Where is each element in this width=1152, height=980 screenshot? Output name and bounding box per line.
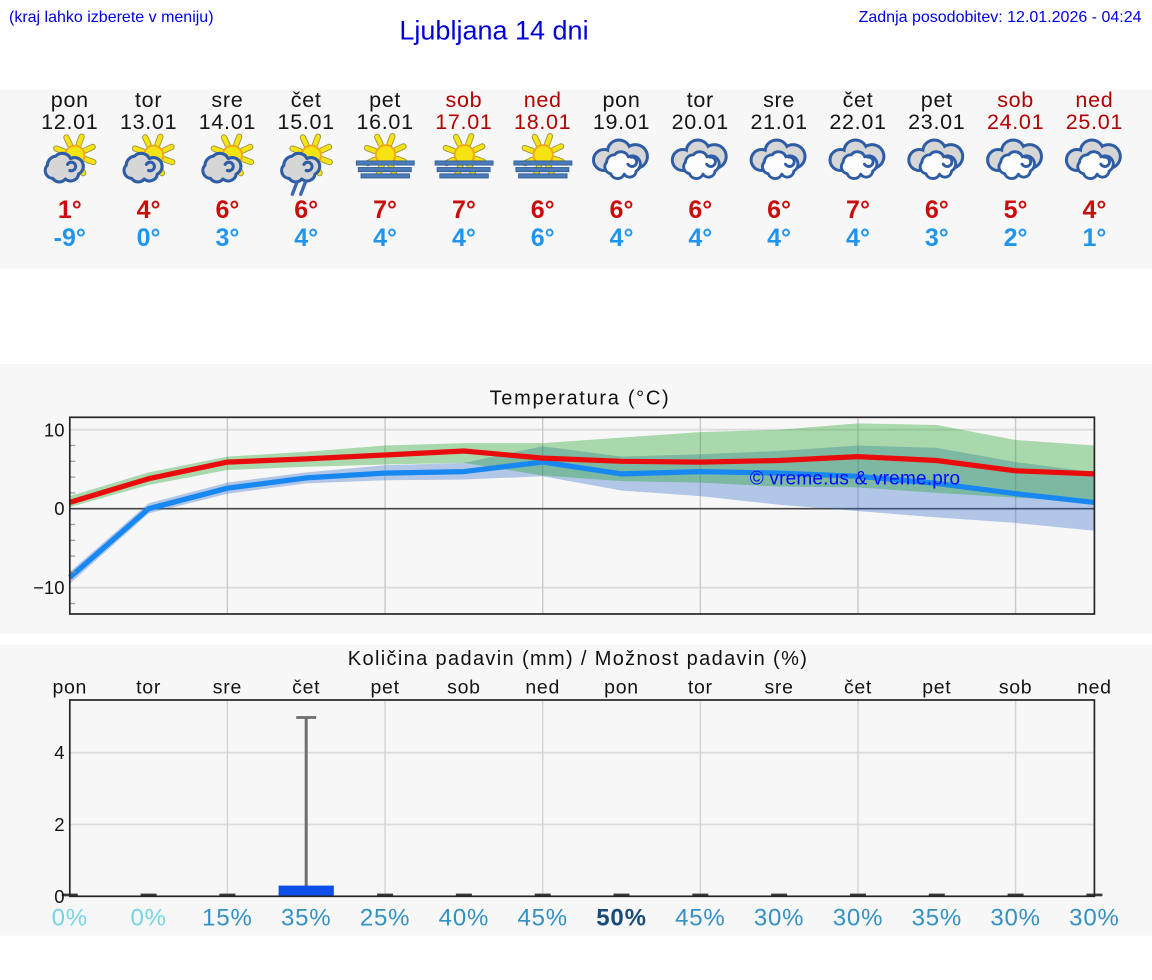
svg-text:4°: 4° bbox=[1082, 196, 1106, 224]
svg-text:7°: 7° bbox=[373, 196, 397, 224]
svg-text:15.01: 15.01 bbox=[278, 110, 335, 134]
svg-text:0°: 0° bbox=[137, 224, 161, 252]
svg-text:24.01: 24.01 bbox=[987, 110, 1044, 134]
svg-text:Zadnja posodobitev: 12.01.2026: Zadnja posodobitev: 12.01.2026 - 04:24 bbox=[859, 9, 1142, 26]
svg-text:45%: 45% bbox=[675, 905, 725, 932]
svg-text:12.01: 12.01 bbox=[41, 110, 98, 134]
svg-text:6°: 6° bbox=[294, 196, 318, 224]
svg-text:30%: 30% bbox=[833, 905, 883, 932]
svg-text:22.01: 22.01 bbox=[829, 110, 886, 134]
svg-text:pon: pon bbox=[52, 677, 87, 699]
svg-text:4°: 4° bbox=[767, 224, 791, 252]
svg-text:45%: 45% bbox=[517, 905, 567, 932]
svg-text:tor: tor bbox=[136, 677, 161, 699]
svg-text:20.01: 20.01 bbox=[672, 110, 729, 134]
svg-text:4°: 4° bbox=[688, 224, 712, 252]
svg-text:sob: sob bbox=[447, 677, 481, 699]
svg-text:16.01: 16.01 bbox=[356, 110, 413, 134]
svg-text:6°: 6° bbox=[925, 196, 949, 224]
svg-text:6°: 6° bbox=[688, 196, 712, 224]
svg-text:2: 2 bbox=[54, 814, 64, 835]
svg-text:−10: −10 bbox=[33, 577, 64, 598]
svg-text:4°: 4° bbox=[846, 224, 870, 252]
svg-text:pet: pet bbox=[921, 88, 953, 112]
svg-text:5°: 5° bbox=[1004, 196, 1028, 224]
svg-text:pet: pet bbox=[369, 88, 401, 112]
svg-text:4°: 4° bbox=[452, 224, 476, 252]
svg-text:4: 4 bbox=[54, 742, 64, 763]
svg-text:sre: sre bbox=[213, 677, 242, 699]
svg-text:(kraj lahko izberete v meniju): (kraj lahko izberete v meniju) bbox=[9, 9, 214, 26]
svg-text:35%: 35% bbox=[281, 905, 331, 932]
svg-text:čet: čet bbox=[843, 88, 874, 112]
svg-text:30%: 30% bbox=[990, 905, 1040, 932]
svg-text:ned: ned bbox=[1075, 88, 1113, 112]
svg-text:ned: ned bbox=[1077, 677, 1112, 699]
svg-text:4°: 4° bbox=[610, 224, 634, 252]
svg-text:4°: 4° bbox=[373, 224, 397, 252]
svg-text:13.01: 13.01 bbox=[120, 110, 177, 134]
svg-text:Količina padavin (mm) / Možnos: Količina padavin (mm) / Možnost padavin … bbox=[348, 648, 808, 670]
svg-text:7°: 7° bbox=[846, 196, 870, 224]
svg-text:čet: čet bbox=[291, 88, 322, 112]
svg-text:18.01: 18.01 bbox=[514, 110, 571, 134]
svg-text:tor: tor bbox=[135, 88, 162, 112]
svg-text:30%: 30% bbox=[1069, 905, 1119, 932]
svg-text:10: 10 bbox=[44, 419, 65, 440]
svg-text:© vreme.us & vreme.pro: © vreme.us & vreme.pro bbox=[750, 469, 961, 490]
svg-text:23.01: 23.01 bbox=[908, 110, 965, 134]
svg-text:tor: tor bbox=[687, 88, 714, 112]
svg-text:tor: tor bbox=[688, 677, 713, 699]
svg-text:pet: pet bbox=[922, 677, 951, 699]
svg-text:1°: 1° bbox=[1082, 224, 1106, 252]
svg-text:15%: 15% bbox=[202, 905, 252, 932]
svg-text:-9°: -9° bbox=[54, 224, 86, 252]
svg-text:40%: 40% bbox=[439, 905, 489, 932]
svg-text:čet: čet bbox=[844, 677, 872, 699]
svg-text:0%: 0% bbox=[130, 905, 166, 932]
svg-text:3°: 3° bbox=[215, 224, 239, 252]
svg-text:čet: čet bbox=[292, 677, 320, 699]
svg-text:35%: 35% bbox=[912, 905, 962, 932]
svg-text:4°: 4° bbox=[294, 224, 318, 252]
svg-text:1°: 1° bbox=[58, 196, 82, 224]
svg-text:6°: 6° bbox=[531, 196, 555, 224]
svg-text:pon: pon bbox=[604, 677, 639, 699]
svg-text:sob: sob bbox=[997, 88, 1034, 112]
svg-text:Ljubljana 14 dni: Ljubljana 14 dni bbox=[399, 16, 588, 46]
svg-text:6°: 6° bbox=[767, 196, 791, 224]
svg-text:pon: pon bbox=[603, 88, 641, 112]
svg-text:ned: ned bbox=[524, 88, 562, 112]
svg-text:7°: 7° bbox=[452, 196, 476, 224]
svg-text:sre: sre bbox=[763, 88, 795, 112]
svg-text:30%: 30% bbox=[754, 905, 804, 932]
svg-text:3°: 3° bbox=[925, 224, 949, 252]
svg-text:ned: ned bbox=[525, 677, 560, 699]
svg-text:25.01: 25.01 bbox=[1066, 110, 1123, 134]
svg-text:21.01: 21.01 bbox=[750, 110, 807, 134]
svg-text:Temperatura (°C): Temperatura (°C) bbox=[490, 388, 671, 410]
svg-text:4°: 4° bbox=[137, 196, 161, 224]
svg-text:2°: 2° bbox=[1004, 224, 1028, 252]
svg-text:0: 0 bbox=[54, 886, 64, 907]
svg-text:17.01: 17.01 bbox=[435, 110, 492, 134]
svg-text:19.01: 19.01 bbox=[593, 110, 650, 134]
svg-text:6°: 6° bbox=[215, 196, 239, 224]
svg-text:sre: sre bbox=[211, 88, 243, 112]
svg-text:sre: sre bbox=[764, 677, 793, 699]
svg-text:14.01: 14.01 bbox=[199, 110, 256, 134]
svg-text:pon: pon bbox=[51, 88, 89, 112]
svg-text:6°: 6° bbox=[531, 224, 555, 252]
svg-text:50%: 50% bbox=[596, 905, 646, 932]
svg-text:25%: 25% bbox=[360, 905, 410, 932]
svg-text:sob: sob bbox=[999, 677, 1033, 699]
svg-text:0%: 0% bbox=[52, 905, 88, 932]
svg-text:pet: pet bbox=[370, 677, 399, 699]
svg-text:0: 0 bbox=[54, 498, 64, 519]
svg-text:6°: 6° bbox=[610, 196, 634, 224]
svg-text:sob: sob bbox=[446, 88, 483, 112]
